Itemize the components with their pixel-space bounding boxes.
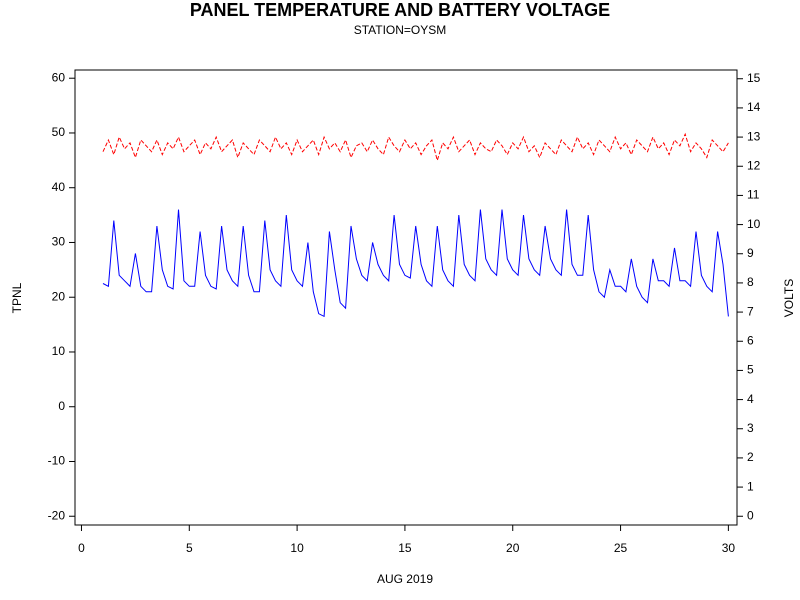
y-tick-label: 60	[52, 70, 66, 84]
y2-tick-label: 10	[747, 217, 761, 231]
x-tick-label: 25	[614, 541, 628, 555]
y2-tick-label: 13	[747, 129, 761, 143]
y2-tick-label: 5	[747, 363, 754, 377]
y2-tick-label: 12	[747, 158, 761, 172]
y2-tick-label: 3	[747, 421, 754, 435]
series-line	[102, 209, 729, 318]
y-tick-label: 30	[52, 235, 66, 249]
y-tick-label: -20	[48, 508, 66, 522]
y-tick-label: 10	[52, 344, 66, 358]
x-tick-label: 5	[186, 541, 193, 555]
y-tick-label: -10	[48, 454, 66, 468]
y-tick-label: 40	[52, 180, 66, 194]
y2-axis-label: VOLTS	[782, 279, 796, 317]
y2-tick-label: 8	[747, 275, 754, 289]
y-tick-label: 50	[52, 125, 66, 139]
y-tick-label: 20	[52, 289, 66, 303]
plot-frame	[74, 69, 738, 526]
chart-title: PANEL TEMPERATURE AND BATTERY VOLTAGE	[190, 0, 610, 20]
y2-tick-label: 1	[747, 479, 754, 493]
y2-tick-label: 4	[747, 392, 754, 406]
y2-tick-label: 7	[747, 304, 754, 318]
y2-tick-label: 2	[747, 450, 754, 464]
y2-tick-label: 15	[747, 71, 761, 85]
y2-tick-label: 11	[747, 188, 760, 202]
x-tick-label: 20	[506, 541, 520, 555]
y2-tick-label: 0	[747, 508, 754, 522]
y-axis-label: TPNL	[10, 282, 24, 313]
x-tick-label: 0	[78, 541, 85, 555]
y2-tick-label: 14	[747, 100, 761, 114]
y2-tick-label: 9	[747, 246, 754, 260]
y-tick-label: 0	[58, 399, 65, 413]
y2-tick-label: 6	[747, 333, 754, 347]
x-axis-label: AUG 2019	[377, 572, 433, 586]
chart-subtitle: STATION=OYSM	[354, 23, 447, 37]
series-line	[102, 132, 729, 163]
x-tick-label: 30	[722, 541, 736, 555]
x-tick-label: 15	[398, 541, 412, 555]
x-tick-label: 10	[290, 541, 304, 555]
